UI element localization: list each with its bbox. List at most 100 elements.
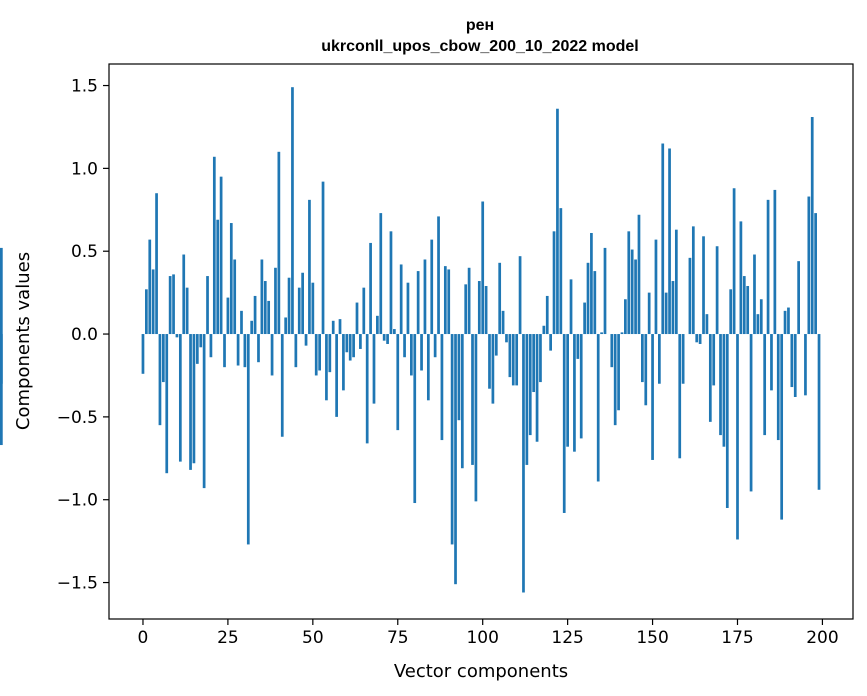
x-tick-label: 100: [466, 628, 498, 648]
bar-47: [301, 272, 304, 335]
bar-147: [641, 334, 644, 383]
bar-11: [178, 334, 182, 462]
bar-125: [566, 334, 569, 447]
bar-48: [304, 334, 308, 346]
bar-156: [671, 281, 675, 335]
bar-71: [382, 334, 386, 341]
bar-84: [426, 334, 430, 401]
bar-150: [651, 334, 654, 460]
bar-12: [182, 254, 186, 335]
bar-76: [399, 264, 403, 335]
bar-17: [199, 334, 203, 348]
bar-26: [229, 223, 233, 335]
bar-180: [753, 254, 756, 335]
bar-4: [155, 193, 158, 335]
bar-124: [562, 334, 566, 513]
bar-187: [776, 334, 780, 441]
bar-142: [624, 299, 627, 335]
bar-94: [460, 334, 464, 469]
bar-7: [165, 334, 169, 474]
bar-41: [280, 334, 284, 437]
bar-73: [389, 231, 393, 335]
bar-79: [410, 334, 413, 376]
bar-129: [579, 334, 583, 439]
bar-104: [494, 334, 498, 356]
bar-35: [260, 259, 264, 335]
bar-83: [423, 259, 427, 335]
bar-78: [406, 282, 410, 335]
bar-185: [770, 334, 773, 391]
bar-9: [172, 274, 175, 335]
bar-58: [338, 319, 342, 335]
bar-116: [535, 334, 539, 442]
bar-115: [532, 334, 536, 393]
bar-127: [573, 334, 576, 452]
bar-169: [715, 246, 719, 335]
bar-196: [807, 196, 811, 335]
bar-103: [491, 334, 495, 404]
bar-149: [647, 292, 651, 335]
bar-25: [226, 297, 230, 335]
bar-18: [202, 334, 206, 489]
bar-46: [297, 287, 301, 335]
bar-172: [725, 334, 729, 508]
bar-37: [267, 300, 271, 335]
bar-86: [433, 334, 437, 358]
bar-152: [658, 334, 661, 384]
bar-6: [162, 334, 165, 383]
bar-15: [192, 334, 196, 464]
bar-158: [678, 334, 682, 459]
bar-151: [654, 239, 658, 335]
bar-146: [637, 214, 641, 335]
bar-61: [348, 334, 352, 361]
bar-95: [464, 284, 468, 335]
bar-170: [719, 334, 722, 436]
bar-118: [542, 325, 546, 335]
bar-132: [590, 232, 593, 335]
bar-91: [450, 334, 454, 545]
bar-163: [695, 334, 699, 343]
bar-28: [236, 334, 240, 366]
bar-30: [243, 334, 247, 368]
bar-130: [583, 302, 586, 335]
bar-54: [325, 334, 328, 401]
bar-174: [732, 188, 736, 335]
chart-title: рен: [466, 17, 494, 34]
bar-75: [396, 334, 400, 431]
bar-10: [175, 334, 179, 338]
bar-31: [246, 334, 250, 545]
bar-182: [759, 299, 763, 335]
bar-106: [501, 310, 505, 335]
bar-159: [681, 334, 685, 384]
bar-59: [342, 334, 345, 391]
bar-74: [393, 329, 396, 335]
bar-139: [613, 334, 617, 426]
y-tick-label: 0.5: [71, 242, 98, 262]
bar-122: [556, 108, 559, 335]
bar-27: [233, 259, 237, 335]
plot-frame: [108, 63, 854, 620]
bar-140: [617, 334, 620, 411]
bar-165: [702, 236, 705, 335]
bar-190: [787, 307, 790, 335]
bar-193: [797, 261, 800, 335]
bar-141: [620, 332, 624, 335]
y-tick-label: 1.5: [71, 77, 98, 97]
bar-53: [321, 181, 325, 335]
bar-undefined: [0, 247, 3, 335]
bar-183: [763, 334, 767, 436]
y-tick-label: 1.0: [71, 159, 98, 179]
bar-68: [372, 334, 376, 404]
bar-88: [440, 334, 444, 441]
bar-70: [379, 213, 383, 335]
bar-55: [328, 334, 332, 373]
bar-117: [539, 334, 542, 383]
x-tick-label: 0: [138, 628, 149, 648]
bar-121: [552, 231, 556, 335]
chart-subtitle: ukrconll_upos_cbow_200_10_2022 model: [321, 38, 638, 55]
bar-157: [674, 229, 678, 335]
bar-97: [471, 334, 474, 465]
bar-113: [525, 334, 529, 465]
x-tick-label: 25: [217, 628, 239, 648]
